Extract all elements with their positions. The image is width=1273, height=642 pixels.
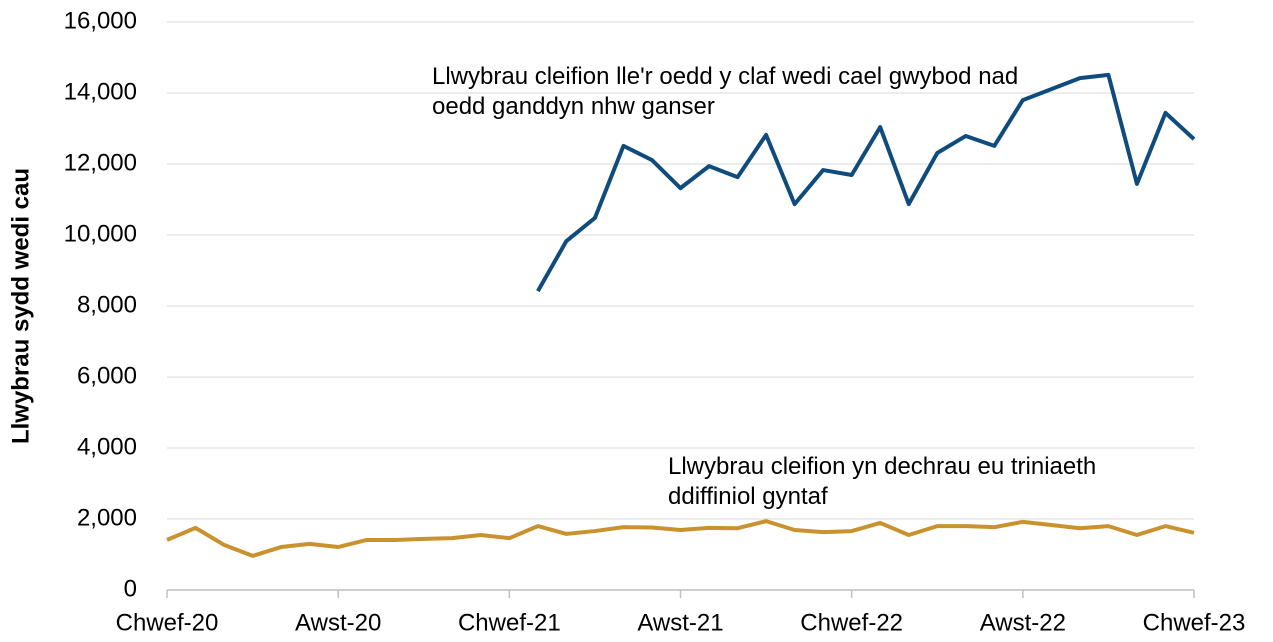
- y-tick-label: 6,000: [77, 362, 137, 389]
- y-axis-title: Llwybrau sydd wedi cau: [7, 168, 34, 444]
- y-tick-label: 10,000: [64, 220, 137, 247]
- y-tick-label: 0: [124, 575, 137, 602]
- y-tick-label: 12,000: [64, 149, 137, 176]
- series-line: [536, 72, 1196, 293]
- x-tick-label: Chwef-22: [800, 609, 903, 636]
- x-tick-label: Awst-20: [295, 609, 381, 636]
- y-tick-label: 14,000: [64, 78, 137, 105]
- y-tick-label: 4,000: [77, 433, 137, 460]
- series-line: [166, 519, 1195, 558]
- x-tick-label: Chwef-23: [1143, 609, 1246, 636]
- series-label: Llwybrau cleifion yn dechrau eu triniaet…: [668, 453, 1097, 510]
- y-tick-label: 8,000: [77, 291, 137, 318]
- x-tick-label: Chwef-20: [116, 609, 219, 636]
- x-tick-label: Awst-21: [637, 609, 723, 636]
- x-tick-label: Chwef-21: [458, 609, 561, 636]
- series-label: Llwybrau cleifion lle'r oedd y claf wedi…: [432, 63, 1019, 120]
- y-tick-label: 2,000: [77, 504, 137, 531]
- y-tick-label: 16,000: [64, 7, 137, 34]
- x-tick-label: Awst-22: [980, 609, 1066, 636]
